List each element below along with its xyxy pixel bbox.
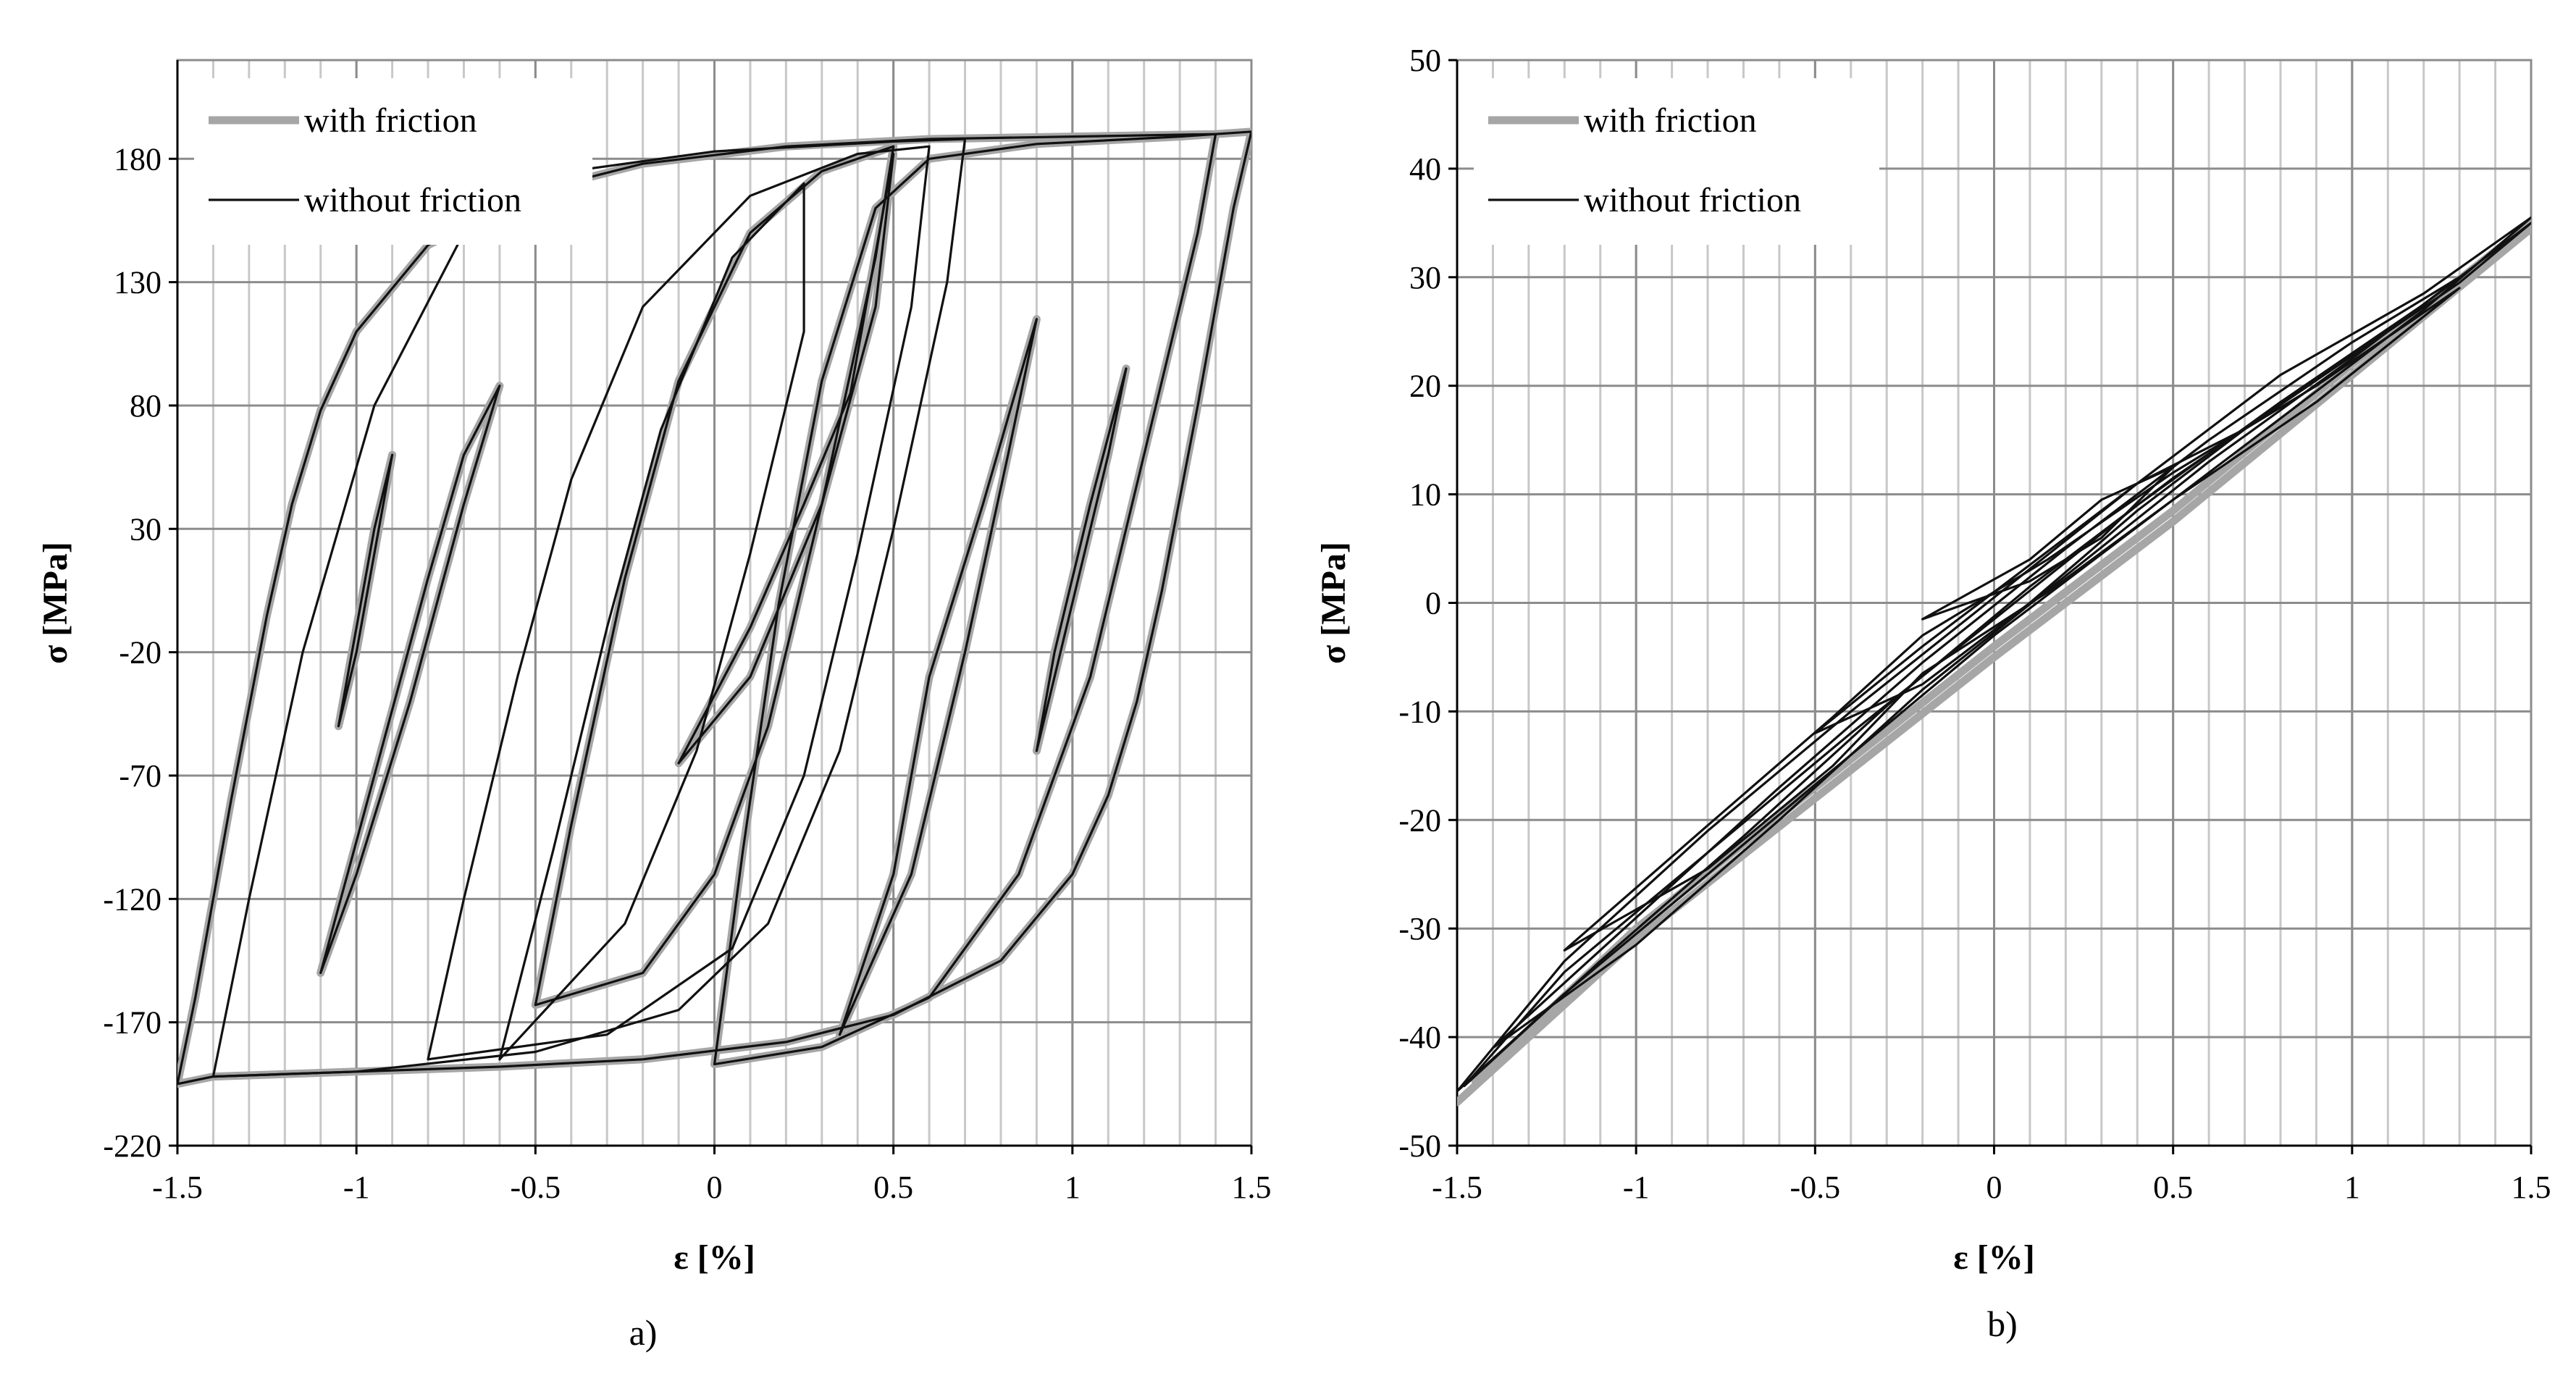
x-tick-label: 1.5 xyxy=(2512,1170,2551,1205)
legend-box xyxy=(194,78,592,245)
y-tick-label: 0 xyxy=(1425,586,1441,621)
hysteresis-loop xyxy=(534,145,895,1007)
y-tick-label: 30 xyxy=(1409,260,1441,295)
y-tick-label: -30 xyxy=(1398,911,1441,946)
x-tick-label: 1 xyxy=(2344,1170,2360,1205)
series-group xyxy=(1457,216,2531,1107)
hysteresis-loop xyxy=(498,182,805,1061)
hysteresis-loop xyxy=(1463,222,2531,1088)
y-tick-label: -50 xyxy=(1398,1128,1441,1164)
x-tick-label: -1 xyxy=(343,1170,370,1205)
x-tick-label: 0 xyxy=(1986,1170,2002,1205)
y-axis-title: σ [MPa] xyxy=(36,542,75,664)
y-tick-label: 50 xyxy=(1409,43,1441,78)
x-tick-label: 0.5 xyxy=(2153,1170,2193,1205)
legend-label: with friction xyxy=(1584,101,1757,140)
x-tick-label: 1.5 xyxy=(1232,1170,1272,1205)
series-thin-black xyxy=(1457,216,2531,1093)
hysteresis-loop xyxy=(836,315,1041,1039)
y-tick-label: -70 xyxy=(119,758,161,794)
y-tick-label: 10 xyxy=(1409,477,1441,513)
series-thin-black xyxy=(177,130,1251,1086)
legend-box xyxy=(1474,78,1879,245)
y-tick-label: -10 xyxy=(1398,694,1441,729)
x-axis-title: ε [%] xyxy=(674,1238,755,1277)
legend-label: without friction xyxy=(304,181,521,219)
x-tick-label: -1 xyxy=(1623,1170,1650,1205)
x-tick-label: -1.5 xyxy=(152,1170,203,1205)
y-tick-label: 40 xyxy=(1409,151,1441,187)
hysteresis-loop xyxy=(1035,367,1128,752)
hysteresis-loop xyxy=(337,453,394,728)
legend: with friction without friction xyxy=(194,78,592,245)
legend-label: without friction xyxy=(1584,181,1801,219)
y-tick-label: -220 xyxy=(103,1128,161,1164)
x-tick-label: 0 xyxy=(707,1170,723,1205)
y-tick-label: -20 xyxy=(119,635,161,671)
hysteresis-loop xyxy=(838,318,1038,1036)
panel-caption: b) xyxy=(1987,1304,2018,1344)
y-tick-label: 30 xyxy=(130,511,161,547)
y-tick-label: 130 xyxy=(114,265,161,301)
x-tick-label: -0.5 xyxy=(511,1170,561,1205)
hysteresis-loop xyxy=(319,385,501,975)
x-tick-label: -0.5 xyxy=(1790,1170,1841,1205)
y-axis-title: σ [MPa] xyxy=(1314,542,1353,664)
panel-caption: a) xyxy=(629,1312,658,1353)
x-tick-label: -1.5 xyxy=(1432,1170,1482,1205)
x-tick-label: 0.5 xyxy=(873,1170,913,1205)
y-tick-label: -120 xyxy=(103,881,161,917)
hysteresis-loop xyxy=(177,130,1251,1086)
legend-label: with friction xyxy=(304,101,477,140)
chart-panel-a: -1.5 -1 -0.5 0 0.5 1 1.5 -220 -170 -120 -70 -20 30 80… xyxy=(36,59,1272,1353)
series-group xyxy=(177,127,1251,1088)
y-tick-label: -40 xyxy=(1398,1020,1441,1055)
y-tick-label: 20 xyxy=(1409,369,1441,404)
hysteresis-loop xyxy=(1921,466,2175,621)
y-tick-label: 180 xyxy=(114,141,161,177)
hysteresis-loop xyxy=(1457,216,2531,1093)
legend: with friction without friction xyxy=(1474,78,1879,245)
y-tick-label: -170 xyxy=(103,1005,161,1041)
chart-panel-b: -1.5 -1 -0.5 0 0.5 1 1.5 -50 -40 -30 -20 -10 0 10 20 30… xyxy=(1314,43,2551,1344)
x-tick-label: 1 xyxy=(1065,1170,1081,1205)
hysteresis-loop xyxy=(677,152,895,765)
y-tick-label: 80 xyxy=(130,388,161,424)
y-tick-label: -20 xyxy=(1398,802,1441,838)
x-axis-title: ε [%] xyxy=(1953,1238,2034,1277)
hysteresis-loop xyxy=(1563,287,2461,952)
hysteresis-loop xyxy=(211,138,967,1078)
hysteresis-loop xyxy=(713,133,1217,1066)
